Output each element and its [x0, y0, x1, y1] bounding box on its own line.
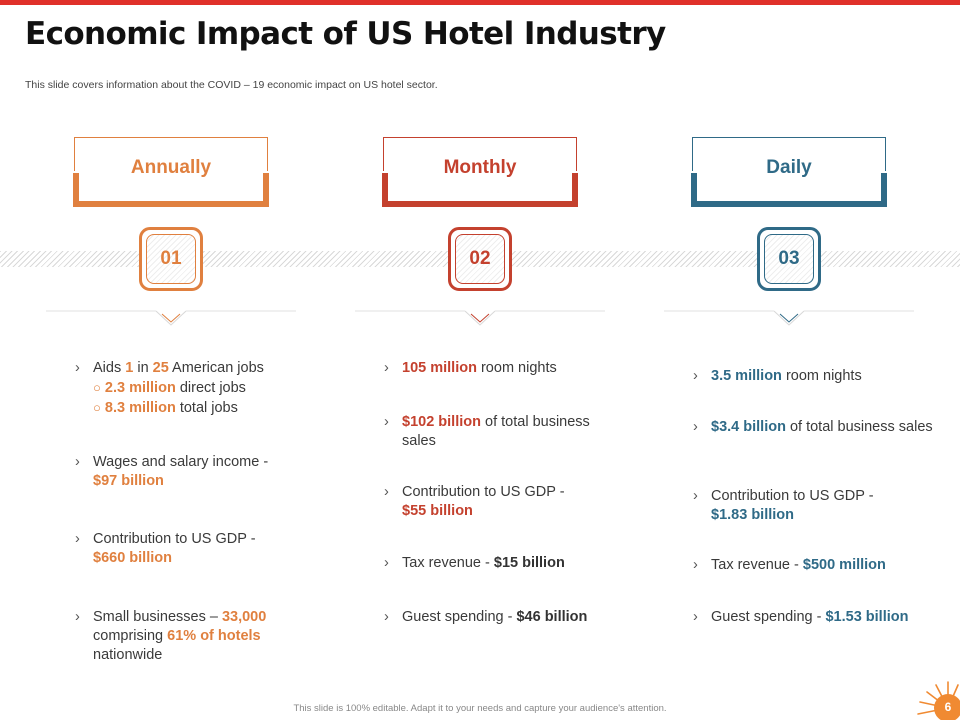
bullet-item: › 3.5 million room nights [693, 368, 862, 384]
chevron-right-icon: › [75, 531, 80, 547]
number-badge: 01 [139, 227, 203, 291]
slide-subtitle: This slide covers information about the … [25, 79, 438, 91]
chevron-right-icon: › [693, 557, 698, 573]
number-label: 01 [146, 234, 196, 284]
number-label: 02 [455, 234, 505, 284]
header-box-monthly: Monthly [382, 137, 578, 207]
header-box-daily: Daily [691, 137, 887, 207]
header-box-annually: Annually [73, 137, 269, 207]
circle-outline-icon: ○ [93, 400, 101, 415]
bullet-item: › Small businesses – 33,000 comprising 6… [75, 609, 267, 663]
header-label: Monthly [443, 157, 517, 178]
circle-outline-icon: ○ [93, 380, 101, 395]
chevron-right-icon: › [693, 609, 698, 625]
bullet-item: › Guest spending - $1.53 billion [693, 609, 909, 625]
pointer-divider [46, 310, 296, 326]
top-accent-bar [0, 0, 960, 5]
chevron-right-icon: › [693, 488, 698, 504]
chevron-right-icon: › [384, 360, 389, 376]
page-number: 6 [944, 700, 952, 714]
chevron-right-icon: › [384, 484, 389, 500]
column-monthly: Monthly 02 › 105 million room nights › $… [329, 0, 629, 720]
number-badge: 03 [757, 227, 821, 291]
column-daily: Daily 03 › 3.5 million room nights › $3.… [638, 0, 938, 720]
bullet-item: › Tax revenue - $15 billion [384, 555, 565, 571]
chevron-right-icon: › [75, 454, 80, 470]
chevron-right-icon: › [384, 609, 389, 625]
bullet-item: › Wages and salary income - $97 billion [75, 454, 269, 489]
column-annually: Annually 01 › Aids 1 in 25 American jobs… [20, 0, 320, 720]
footer-note: This slide is 100% editable. Adapt it to… [293, 703, 667, 714]
header-label: Daily [766, 157, 812, 178]
header-label: Annually [130, 157, 212, 178]
bullet-item: › Contribution to US GDP - $55 billion [384, 484, 565, 519]
bullet-item: › Contribution to US GDP - $660 billion [75, 531, 256, 566]
chevron-right-icon: › [75, 609, 80, 625]
bullet-item: › 105 million room nights [384, 360, 557, 376]
bullet-item: › Guest spending - $46 billion [384, 609, 588, 625]
bullet-item: › $102 billion of total business sales [384, 414, 590, 449]
bullet-item: › $3.4 billion of total business sales [693, 419, 933, 435]
bullet-item: › Aids 1 in 25 American jobs ○ 2.3 milli… [75, 359, 315, 418]
chevron-right-icon: › [384, 414, 389, 430]
pointer-divider [355, 310, 605, 326]
chevron-right-icon: › [75, 360, 80, 376]
number-label: 03 [764, 234, 814, 284]
bullet-item: › Tax revenue - $500 million [693, 557, 886, 573]
sunburst-icon [917, 681, 960, 720]
sub-bullet-item: ○ 2.3 million direct jobs [93, 380, 246, 396]
slide-title: Economic Impact of US Hotel Industry [25, 16, 666, 52]
pointer-divider [664, 310, 914, 326]
bullet-item: › Contribution to US GDP - $1.83 billion [693, 488, 874, 523]
chevron-right-icon: › [693, 419, 698, 435]
sub-bullet-item: ○ 8.3 million total jobs [93, 400, 238, 416]
chevron-right-icon: › [693, 368, 698, 384]
chevron-right-icon: › [384, 555, 389, 571]
number-badge: 02 [448, 227, 512, 291]
